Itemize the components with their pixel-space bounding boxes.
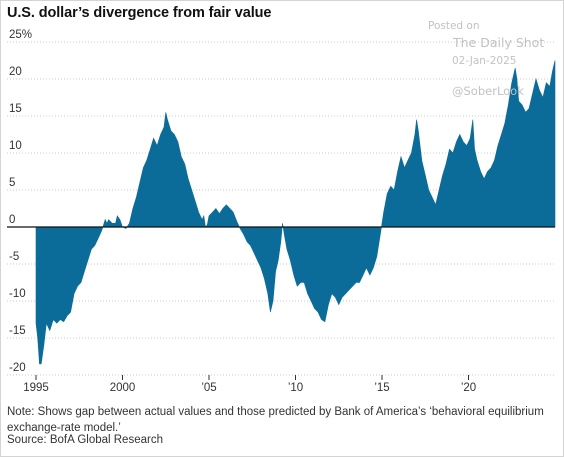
y-tick-label: -10 bbox=[9, 288, 26, 300]
x-tick-label: 2000 bbox=[110, 382, 136, 394]
x-tick-label: 1995 bbox=[23, 382, 49, 394]
y-tick-label: -15 bbox=[9, 325, 26, 337]
y-tick-label: -20 bbox=[9, 362, 26, 374]
chart-title: U.S. dollar’s divergence from fair value bbox=[7, 5, 272, 21]
watermark-posted: Posted on bbox=[428, 20, 480, 32]
watermark-handle: @SoberLook bbox=[452, 84, 524, 98]
chart-note: Note: Shows gap between actual values an… bbox=[7, 406, 544, 434]
x-tick-label: ’10 bbox=[288, 382, 303, 394]
y-tick-label: 0 bbox=[9, 214, 15, 226]
y-tick-label: 5 bbox=[9, 177, 15, 189]
x-tick-label: ’05 bbox=[201, 382, 216, 394]
x-tick-label: ’15 bbox=[374, 382, 389, 394]
chart-source: Source: BofA Global Research bbox=[7, 434, 163, 446]
watermark-brand: The Daily Shot bbox=[453, 35, 545, 50]
y-tick-label: -5 bbox=[9, 251, 19, 263]
series-area bbox=[35, 60, 556, 365]
y-tick-label: 20 bbox=[9, 66, 22, 78]
x-tick-label: ’20 bbox=[461, 382, 476, 394]
y-tick-label: 25% bbox=[9, 29, 32, 41]
y-tick-label: 15 bbox=[9, 103, 22, 115]
watermark-date: 02-Jan-2025 bbox=[452, 55, 517, 67]
y-tick-label: 10 bbox=[9, 140, 22, 152]
